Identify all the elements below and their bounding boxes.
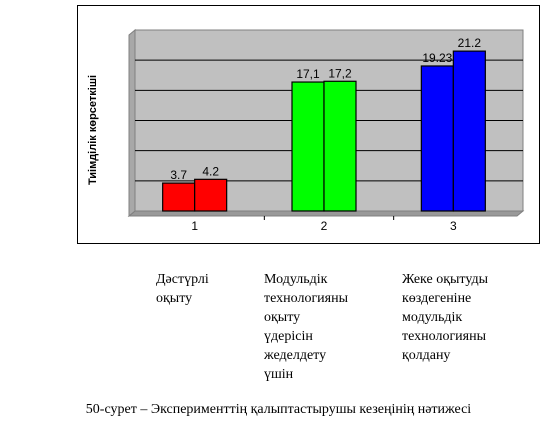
data-label: 19.23	[422, 51, 452, 65]
data-label: 3.7	[170, 168, 187, 182]
x-tick-label: 1	[191, 219, 198, 233]
data-label: 21.2	[458, 36, 482, 50]
bar	[452, 50, 486, 212]
bar	[291, 81, 325, 212]
bar	[323, 80, 357, 212]
y-axis-label-text: Тиімділік көрсеткіші	[87, 74, 99, 186]
category-caption-3: Жеке оқытуды көздегеніне модульдік техно…	[402, 272, 489, 363]
plot-side-wall	[128, 28, 136, 218]
bar	[420, 65, 454, 212]
data-label: 17,2	[328, 66, 352, 80]
data-label: 17,1	[296, 67, 320, 81]
y-axis-label: Тиімділік көрсеткіші	[83, 60, 103, 200]
category-caption-1: Дәстүрлі оқыту	[156, 272, 209, 306]
category-caption-2: Модульдік технологияны оқыту үдерісін же…	[264, 272, 349, 382]
bar	[194, 178, 228, 212]
bar	[162, 182, 196, 212]
data-label: 4.2	[202, 164, 219, 178]
x-tick-label: 2	[321, 219, 328, 233]
plot-floor	[127, 210, 525, 217]
bar-chart: 3.7 4.2 1 17,1 17,2 2 19.23 21.2 3	[127, 28, 525, 233]
x-tick-label: 3	[450, 219, 457, 233]
figure-caption: 50-сурет – Эксперименттің қалыптастырушы…	[85, 402, 472, 417]
